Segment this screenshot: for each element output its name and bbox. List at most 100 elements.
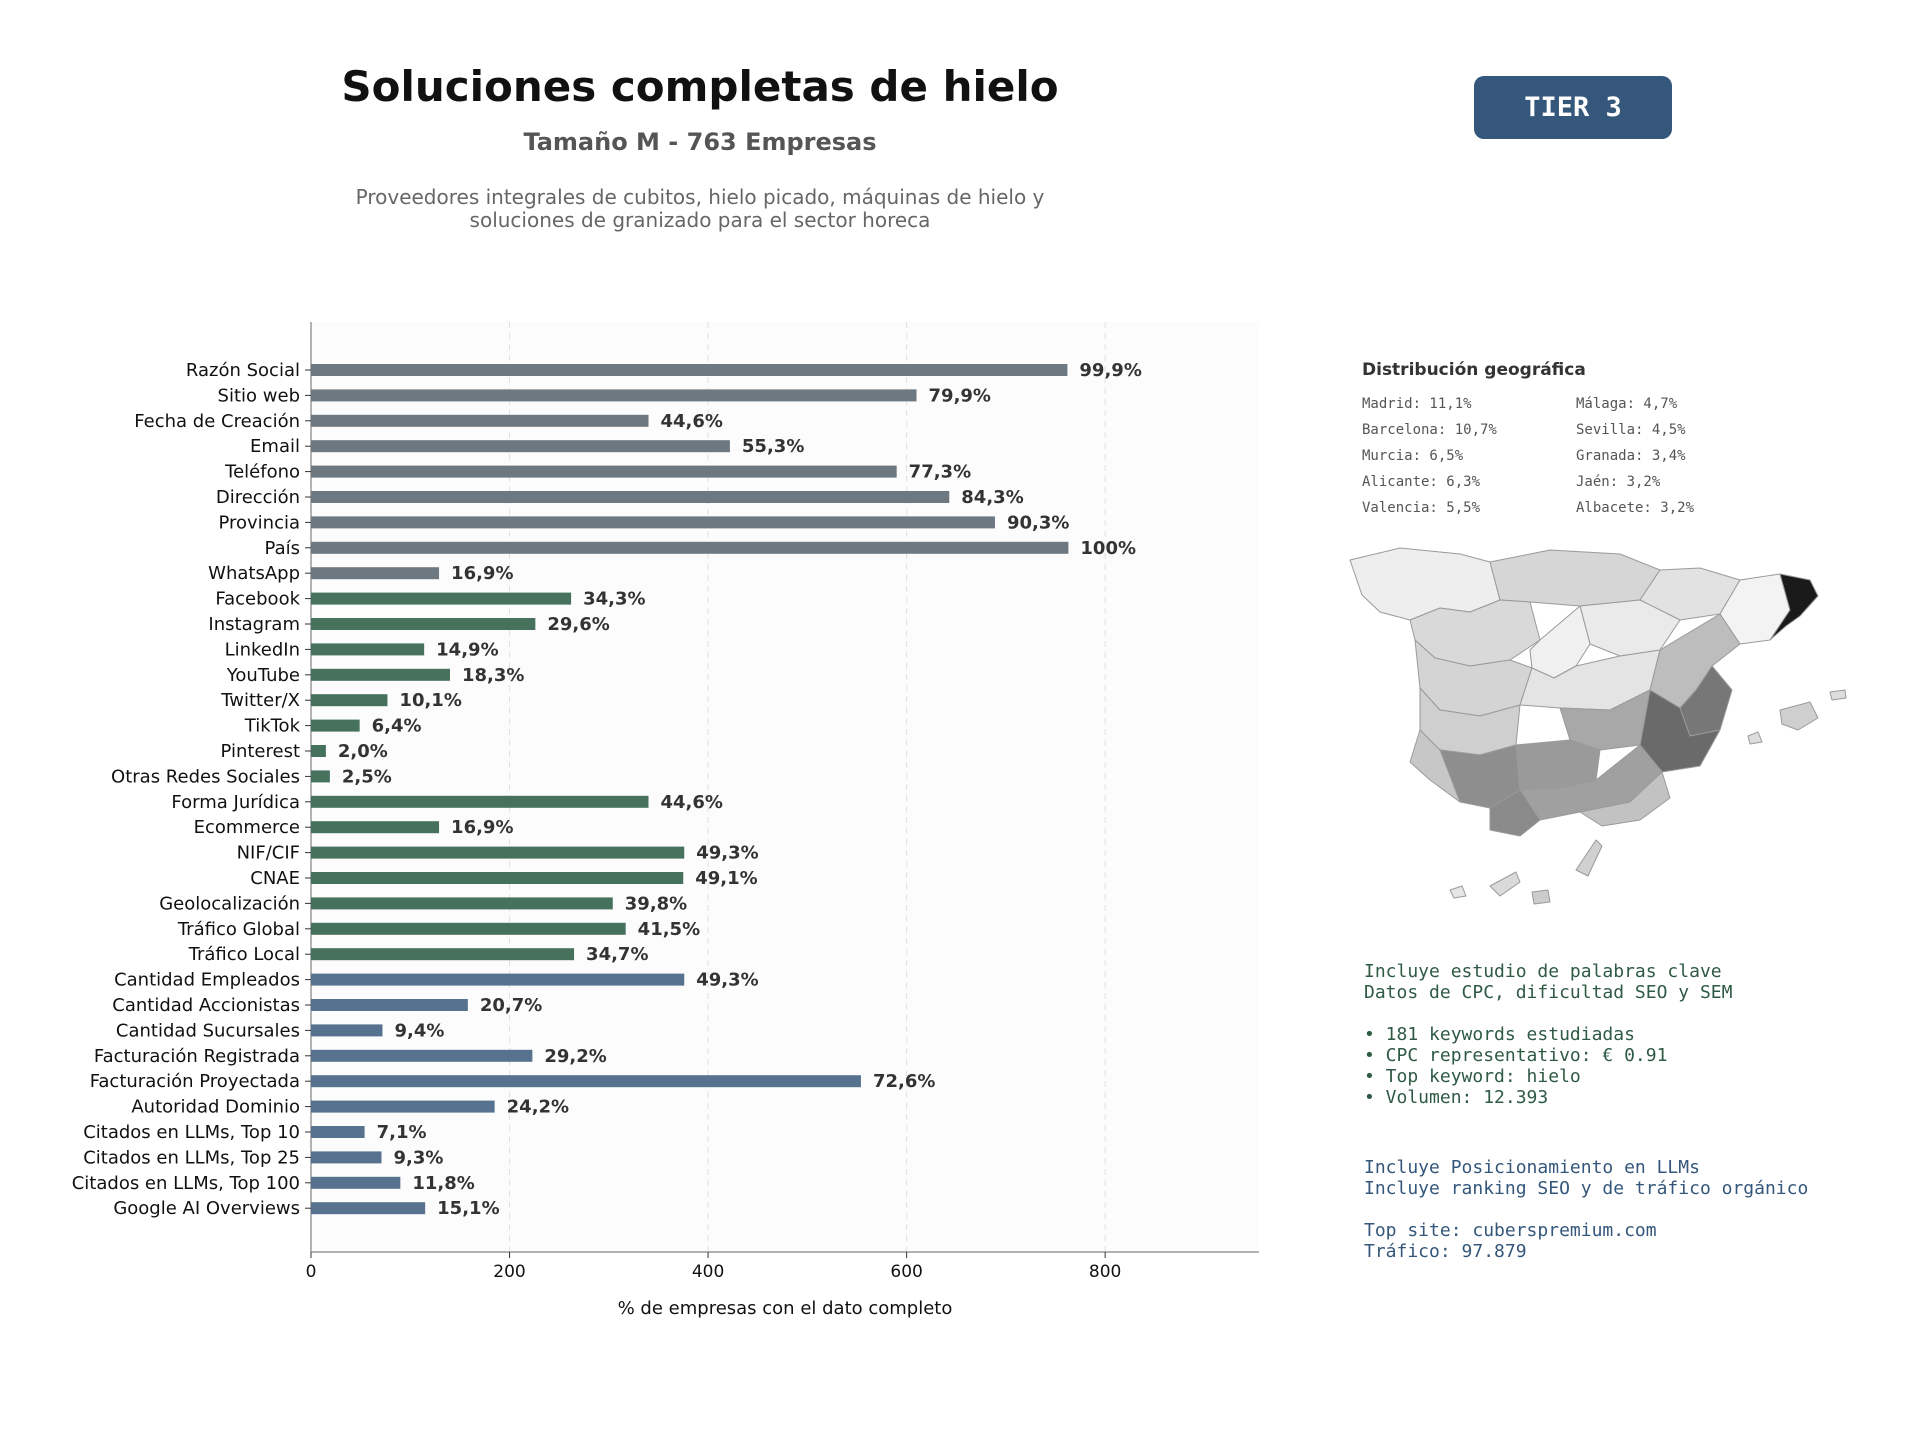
geo-title: Distribución geográfica — [1362, 360, 1586, 380]
bar — [311, 643, 425, 656]
page-description: Proveedores integrales de cubitos, hielo… — [300, 186, 1100, 232]
keywords-bullet: • 181 keywords estudiadas — [1364, 1024, 1635, 1045]
bar — [311, 1176, 401, 1189]
data-label: 20,7% — [480, 995, 542, 1016]
keywords-bullet: • CPC representativo: € 0.91 — [1364, 1045, 1668, 1066]
data-label: 16,9% — [451, 563, 513, 584]
data-label: 15,1% — [437, 1198, 499, 1219]
bar — [311, 922, 626, 935]
category-label: Facebook — [215, 589, 300, 610]
bar — [311, 973, 685, 986]
bar — [311, 440, 730, 453]
category-label: WhatsApp — [208, 563, 300, 584]
region-malaga — [1489, 789, 1541, 837]
data-label: 7,1% — [377, 1122, 427, 1143]
geo-item: Madrid: 11,1% — [1362, 396, 1472, 412]
bar — [311, 592, 572, 605]
data-label: 2,0% — [338, 741, 388, 762]
data-label: 34,3% — [583, 589, 645, 610]
bar — [311, 389, 917, 402]
category-label: Twitter/X — [220, 690, 300, 711]
category-label: Pinterest — [220, 741, 300, 762]
bar — [311, 516, 995, 529]
geo-item: Albacete: 3,2% — [1576, 500, 1695, 516]
geo-item: Málaga: 4,7% — [1576, 396, 1678, 412]
description-line: soluciones de granizado para el sector h… — [469, 208, 931, 232]
data-label: 99,9% — [1079, 360, 1141, 381]
top-site: Top site: cuberspremium.com — [1364, 1220, 1657, 1241]
region-canary-east — [1575, 839, 1603, 877]
bar — [311, 668, 450, 681]
category-label: Dirección — [216, 487, 300, 508]
data-label: 84,3% — [961, 487, 1023, 508]
data-label: 9,4% — [394, 1020, 444, 1041]
data-label: 34,7% — [586, 944, 648, 965]
region-almeria — [1579, 771, 1671, 827]
bar — [311, 897, 613, 910]
geo-item: Granada: 3,4% — [1576, 448, 1686, 464]
category-label: Fecha de Creación — [134, 411, 300, 432]
data-label: 55,3% — [742, 436, 804, 457]
llm-line: Incluye ranking SEO y de tráfico orgánic… — [1364, 1178, 1809, 1199]
geo-item: Barcelona: 10,7% — [1362, 422, 1497, 438]
category-label: Facturación Registrada — [94, 1046, 300, 1067]
bar — [311, 821, 440, 834]
geo-list: Madrid: 11,1% Málaga: 4,7% Barcelona: 10… — [1362, 396, 1882, 518]
category-label: Citados en LLMs, Top 25 — [83, 1147, 300, 1168]
x-tick-label: 400 — [692, 1262, 724, 1282]
keywords-info: Incluye estudio de palabras clave Datos … — [1364, 961, 1732, 1108]
data-label: 90,3% — [1007, 512, 1069, 533]
x-tick-label: 600 — [890, 1262, 922, 1282]
category-label: Tráfico Local — [188, 944, 300, 965]
bar — [311, 719, 360, 732]
category-label: YouTube — [226, 665, 300, 686]
category-label: Cantidad Accionistas — [112, 995, 300, 1016]
category-label: Forma Jurídica — [171, 792, 300, 813]
data-label: 29,2% — [544, 1046, 606, 1067]
bar — [311, 745, 326, 757]
data-label: 18,3% — [462, 665, 524, 686]
x-tick-label: 200 — [493, 1262, 525, 1282]
region-north — [1489, 549, 1661, 607]
data-label: 9,3% — [393, 1147, 443, 1168]
data-label: 79,9% — [929, 385, 991, 406]
keywords-bullet: • Volumen: 12.393 — [1364, 1087, 1549, 1108]
region-balearic-ibiza — [1747, 731, 1763, 745]
category-label: Cantidad Sucursales — [116, 1020, 300, 1041]
bar — [311, 618, 536, 630]
category-label: Teléfono — [224, 462, 300, 483]
geo-distribution-panel: Distribución geográfica Madrid: 11,1% Má… — [1362, 360, 1882, 518]
llm-info: Incluye Posicionamiento en LLMs Incluye … — [1364, 1157, 1808, 1262]
bar — [311, 1202, 426, 1215]
keywords-bullet: • Top keyword: hielo — [1364, 1066, 1581, 1087]
data-label: 49,3% — [696, 970, 758, 991]
data-label: 11,8% — [412, 1173, 474, 1194]
geo-item: Murcia: 6,5% — [1362, 448, 1464, 464]
data-label: 29,6% — [547, 614, 609, 635]
category-label: Email — [250, 436, 300, 457]
bar — [311, 1049, 533, 1062]
data-label: 44,6% — [661, 411, 723, 432]
category-label: Citados en LLMs, Top 10 — [83, 1122, 300, 1143]
keywords-line: Datos de CPC, dificultad SEO y SEM — [1364, 982, 1733, 1003]
category-label: Razón Social — [186, 360, 300, 381]
category-label: Geolocalización — [159, 893, 300, 914]
x-tick-label: 0 — [306, 1262, 317, 1282]
data-label: 49,3% — [696, 843, 758, 864]
category-label: Provincia — [218, 512, 300, 533]
data-label: 2,5% — [342, 766, 392, 787]
bar — [311, 1126, 365, 1138]
geo-item: Valencia: 5,5% — [1362, 500, 1481, 516]
bar — [311, 414, 649, 427]
data-label: 10,1% — [399, 690, 461, 711]
bar — [311, 465, 897, 478]
bar — [311, 948, 575, 961]
category-label: Tráfico Global — [177, 919, 300, 940]
keywords-line: Incluye estudio de palabras clave — [1364, 961, 1722, 982]
bar — [311, 541, 1069, 554]
data-label: 100% — [1080, 538, 1136, 559]
category-label: CNAE — [250, 868, 300, 889]
description-line: Proveedores integrales de cubitos, hielo… — [355, 185, 1045, 209]
category-label: NIF/CIF — [237, 843, 300, 864]
category-label: Facturación Proyectada — [90, 1071, 300, 1092]
